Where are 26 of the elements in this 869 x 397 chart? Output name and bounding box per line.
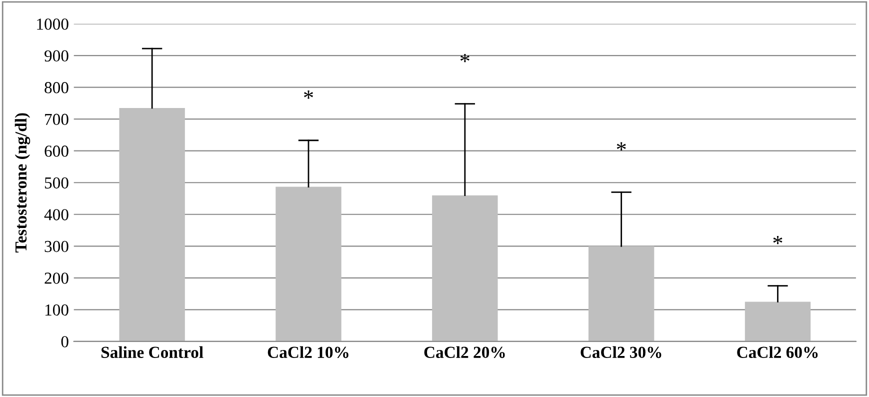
y-tick-label: 100 — [45, 304, 68, 316]
y-tick-label: 500 — [44, 177, 68, 189]
x-tick-label: CaCl2 20% — [424, 346, 505, 358]
bar — [119, 108, 185, 342]
x-tick-label: CaCl2 60% — [737, 346, 818, 358]
bar — [432, 195, 498, 342]
x-tick-label: CaCl2 10% — [268, 346, 348, 358]
y-tick-label: 0 — [61, 336, 68, 348]
y-tick-label: 300 — [44, 240, 68, 252]
y-tick-label: 1000 — [37, 18, 68, 30]
annotation: * — [773, 236, 782, 244]
annotation: * — [460, 54, 470, 62]
y-tick-label: 400 — [44, 209, 68, 220]
x-tick-label: CaCl2 30% — [580, 346, 662, 358]
x-tick-label: Saline Control — [101, 346, 204, 358]
y-axis-title: Testosterone (ng/dl) — [14, 113, 30, 253]
y-tick-label: 900 — [44, 50, 68, 62]
y-tick-label: 600 — [44, 146, 68, 157]
y-tick-label: 800 — [44, 82, 68, 94]
y-tick-label: 700 — [45, 114, 68, 126]
bar — [588, 246, 654, 342]
annotation: * — [616, 142, 626, 150]
bar — [744, 302, 811, 342]
bar — [276, 186, 342, 342]
annotation: * — [304, 90, 313, 99]
y-tick-label: 200 — [44, 272, 68, 284]
